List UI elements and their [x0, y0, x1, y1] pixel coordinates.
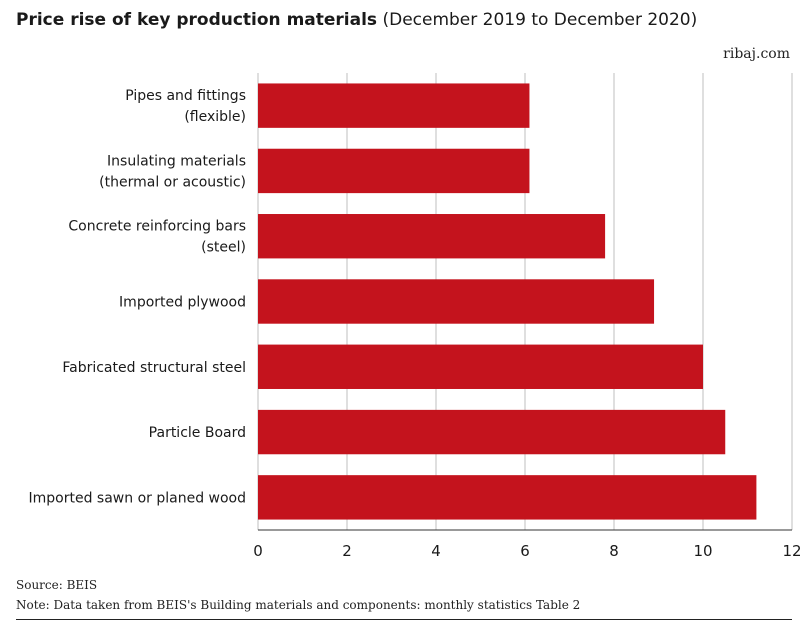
category-label: (thermal or acoustic)	[99, 174, 246, 190]
category-label: Insulating materials	[107, 153, 246, 169]
footer-divider	[16, 619, 792, 620]
x-tick-label: 6	[520, 542, 530, 560]
category-label: Imported plywood	[119, 295, 246, 311]
bar	[258, 409, 726, 455]
category-label: (flexible)	[184, 109, 246, 125]
bar	[258, 214, 606, 259]
bar	[258, 344, 703, 389]
category-label: Imported sawn or planed wood	[29, 490, 246, 506]
x-tick-label: 12	[782, 542, 800, 560]
chart-title-period: (December 2019 to December 2020)	[382, 10, 698, 30]
bar-chart: Pipes and fittings (flexible) Insulating m…	[29, 73, 800, 560]
chart-title-main: Price rise of key production materials	[16, 10, 378, 30]
category-label: Particle Board	[149, 425, 246, 441]
category-label: Fabricated structural steel	[62, 360, 246, 376]
x-tick-label: 8	[609, 542, 619, 560]
bar	[258, 475, 757, 520]
data-note: Note: Data taken from BEIS's Building ma…	[16, 598, 581, 612]
x-tick-label: 4	[431, 542, 441, 560]
site-credit: ribaj.com	[723, 46, 790, 62]
category-label: Pipes and fittings	[125, 88, 246, 104]
x-tick-label: 0	[253, 542, 263, 560]
category-label: Concrete reinforcing bars	[68, 219, 246, 235]
x-tick-label: 2	[342, 542, 352, 560]
x-tick-label: 10	[693, 542, 712, 560]
bar	[258, 83, 530, 128]
category-label: (steel)	[201, 240, 246, 256]
bar	[258, 148, 530, 194]
bar	[258, 279, 655, 324]
source-note: Source: BEIS	[16, 578, 98, 592]
chart-title: Price rise of key production materials (…	[16, 10, 697, 30]
